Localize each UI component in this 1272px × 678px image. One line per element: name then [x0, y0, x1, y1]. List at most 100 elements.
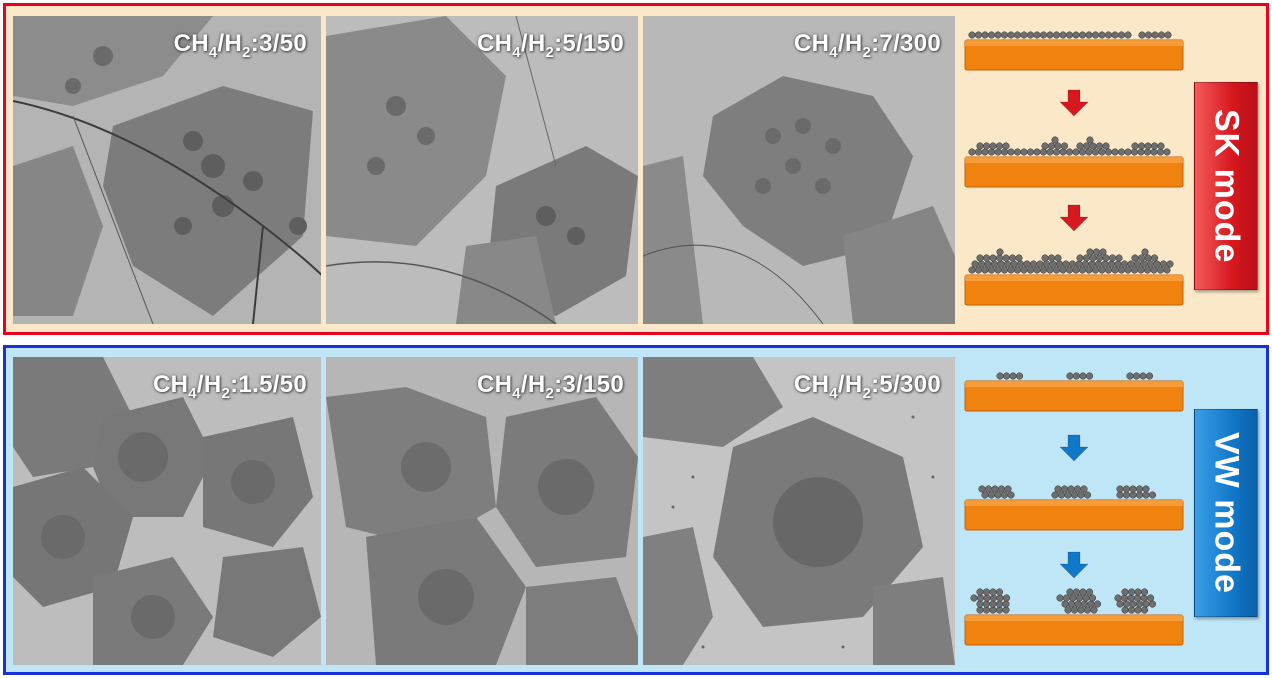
- sk-atom: [1055, 260, 1064, 268]
- vw-atom: [984, 485, 993, 493]
- vw-atom: [1148, 600, 1157, 608]
- sk-atom: [990, 260, 999, 268]
- vw-atom: [1114, 594, 1122, 602]
- vw-substrate-1-highlight: [965, 381, 1183, 387]
- sk-atom: [1020, 266, 1028, 274]
- vw-atom: [1080, 600, 1089, 608]
- sk-atom: [1086, 248, 1094, 256]
- sk-atom: [1075, 260, 1083, 268]
- vw-atom: [995, 606, 1004, 614]
- sk-atom: [989, 142, 997, 150]
- vw-atom: [1129, 491, 1137, 499]
- sk-atom: [1098, 266, 1106, 274]
- sk-atom: [1117, 31, 1126, 39]
- vw-atom: [1121, 606, 1129, 614]
- sk-atom: [1104, 266, 1113, 274]
- vw-atom: [1087, 600, 1095, 608]
- vw-atom: [1056, 594, 1064, 602]
- sk-atom: [1153, 260, 1161, 268]
- sk-atom: [1124, 31, 1132, 39]
- sk-atom: [1054, 142, 1062, 150]
- sk-atom: [1033, 31, 1041, 39]
- sk-atom: [1007, 31, 1015, 39]
- vw-atom: [1082, 594, 1090, 602]
- sk-atom: [1144, 254, 1152, 262]
- sk-atom: [1111, 31, 1119, 39]
- sk-atom: [1065, 148, 1074, 156]
- sk-atom: [1065, 31, 1074, 39]
- vw-atom: [1002, 600, 1010, 608]
- vw-atom: [1061, 600, 1069, 608]
- vw-atom: [1120, 594, 1129, 602]
- vw-atom: [1090, 606, 1098, 614]
- sk-atom: [976, 142, 984, 150]
- vw-ratio-label-2: CH4/H2:3/150: [476, 371, 624, 402]
- vw-atom: [1075, 594, 1084, 602]
- vw-atom: [1074, 600, 1082, 608]
- sk-atom: [971, 260, 979, 268]
- sk-atom: [1088, 260, 1096, 268]
- sk-atom: [1157, 142, 1165, 150]
- vw-atom: [1066, 372, 1074, 380]
- vw-atom: [1129, 600, 1137, 608]
- sk-atom: [1003, 260, 1012, 268]
- vw-atom: [1116, 600, 1124, 608]
- vw-atom: [1002, 372, 1011, 380]
- vw-atom: [991, 485, 999, 493]
- sk-atom: [1099, 248, 1107, 256]
- sk-atom: [981, 266, 989, 274]
- sk-atom: [1140, 260, 1148, 268]
- sk-atom: [1026, 266, 1035, 274]
- sk-atom: [1041, 142, 1049, 150]
- sk-atom: [1010, 260, 1018, 268]
- sk-arrow-1: [1059, 89, 1089, 117]
- vw-ratio-label-1: CH4/H2:1.5/50: [152, 371, 307, 402]
- vw-ratio-label-3: CH4/H2:5/300: [793, 371, 941, 402]
- vw-atom: [1116, 485, 1124, 493]
- sk-atom: [1008, 254, 1017, 262]
- vw-atom: [1088, 594, 1097, 602]
- sk-atom: [989, 254, 997, 262]
- sk-atom: [1046, 148, 1054, 156]
- sk-atom: [1115, 254, 1123, 262]
- sk-atom: [987, 31, 996, 39]
- sk-atom: [1138, 31, 1146, 39]
- vw-atom: [996, 594, 1004, 602]
- vw-atom: [976, 594, 985, 602]
- vw-atom: [1083, 606, 1092, 614]
- vw-atom: [976, 606, 984, 614]
- sk-atom: [1047, 142, 1056, 150]
- sk-atom: [1039, 148, 1048, 156]
- sk-atom: [1020, 148, 1028, 156]
- sk-atom: [1039, 266, 1048, 274]
- sk-atom: [1042, 260, 1051, 268]
- vw-atom: [978, 485, 986, 493]
- vw-atom: [1057, 491, 1066, 499]
- vw-atom: [1127, 594, 1135, 602]
- sk-atom: [1015, 254, 1023, 262]
- vw-atom: [1067, 600, 1076, 608]
- sk-atom: [1036, 260, 1044, 268]
- sk-atom: [1104, 148, 1113, 156]
- sk-atom: [1041, 254, 1049, 262]
- sk-atom: [1072, 266, 1080, 274]
- sk-atom: [1007, 266, 1015, 274]
- sk-atom: [1059, 266, 1067, 274]
- sk-atom: [1085, 31, 1093, 39]
- vw-atom: [1070, 491, 1079, 499]
- vw-atom: [1004, 485, 1012, 493]
- sk-atom: [1164, 31, 1172, 39]
- vw-atom: [1066, 588, 1074, 596]
- vw-atom: [1134, 606, 1142, 614]
- vw-atom: [995, 600, 1004, 608]
- sk-atom: [1144, 142, 1152, 150]
- sk-atom: [1098, 31, 1106, 39]
- vw-atom: [1002, 594, 1011, 602]
- sk-atom: [1124, 266, 1132, 274]
- sk-atom: [1046, 266, 1054, 274]
- vw-atom: [996, 372, 1004, 380]
- sk-atom: [1131, 254, 1139, 262]
- sk-atom: [984, 260, 992, 268]
- vw-atom: [1007, 491, 1015, 499]
- sk-atom: [1163, 148, 1171, 156]
